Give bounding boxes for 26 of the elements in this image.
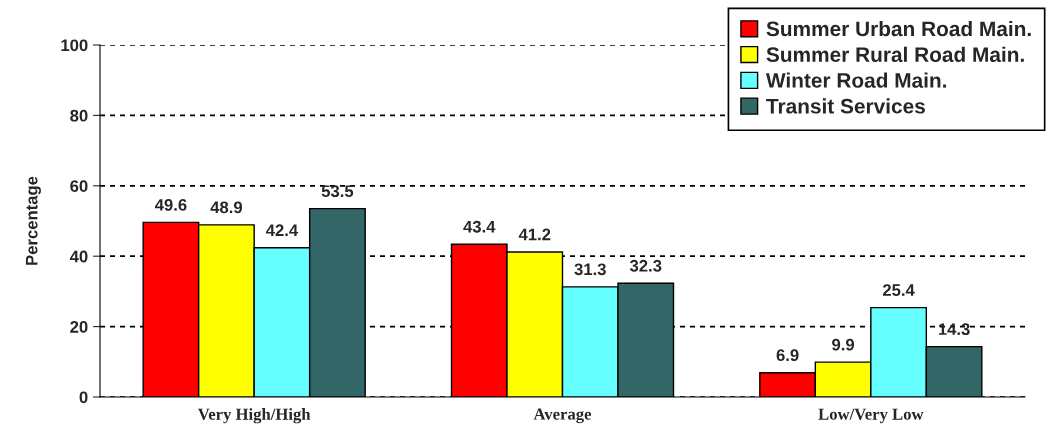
y-axis-title: Percentage xyxy=(25,176,41,265)
legend-label: Summer Urban Road Main. xyxy=(766,20,1031,37)
data-label: 31.3 xyxy=(574,263,606,276)
x-tick-label: Low/Very Low xyxy=(818,408,924,424)
legend-label: Summer Rural Road Main. xyxy=(766,46,1024,63)
data-label: 48.9 xyxy=(210,201,243,214)
data-label: 43.4 xyxy=(463,220,496,233)
data-label: 14.3 xyxy=(938,323,970,336)
legend-label: Winter Road Main. xyxy=(765,72,947,88)
y-tick-label: 40 xyxy=(69,250,88,263)
data-label: 9.9 xyxy=(832,338,855,351)
legend-label: Transit Services xyxy=(766,98,925,114)
x-tick-label: Average xyxy=(533,408,592,424)
data-label: 53.5 xyxy=(321,185,354,198)
data-label: 49.6 xyxy=(154,198,187,211)
x-tick-label: Very High/High xyxy=(197,408,311,424)
data-label: 41.2 xyxy=(518,228,551,241)
y-tick-label: 20 xyxy=(70,321,88,333)
y-tick-label: 80 xyxy=(70,109,88,122)
y-tick-label: 0 xyxy=(79,391,88,404)
data-label: 42.4 xyxy=(265,224,299,236)
y-tick-label: 60 xyxy=(70,180,88,192)
data-label: 6.9 xyxy=(776,349,799,362)
y-tick-label: 100 xyxy=(61,39,88,52)
data-label: 25.4 xyxy=(882,284,915,296)
data-label: 32.3 xyxy=(629,259,662,272)
